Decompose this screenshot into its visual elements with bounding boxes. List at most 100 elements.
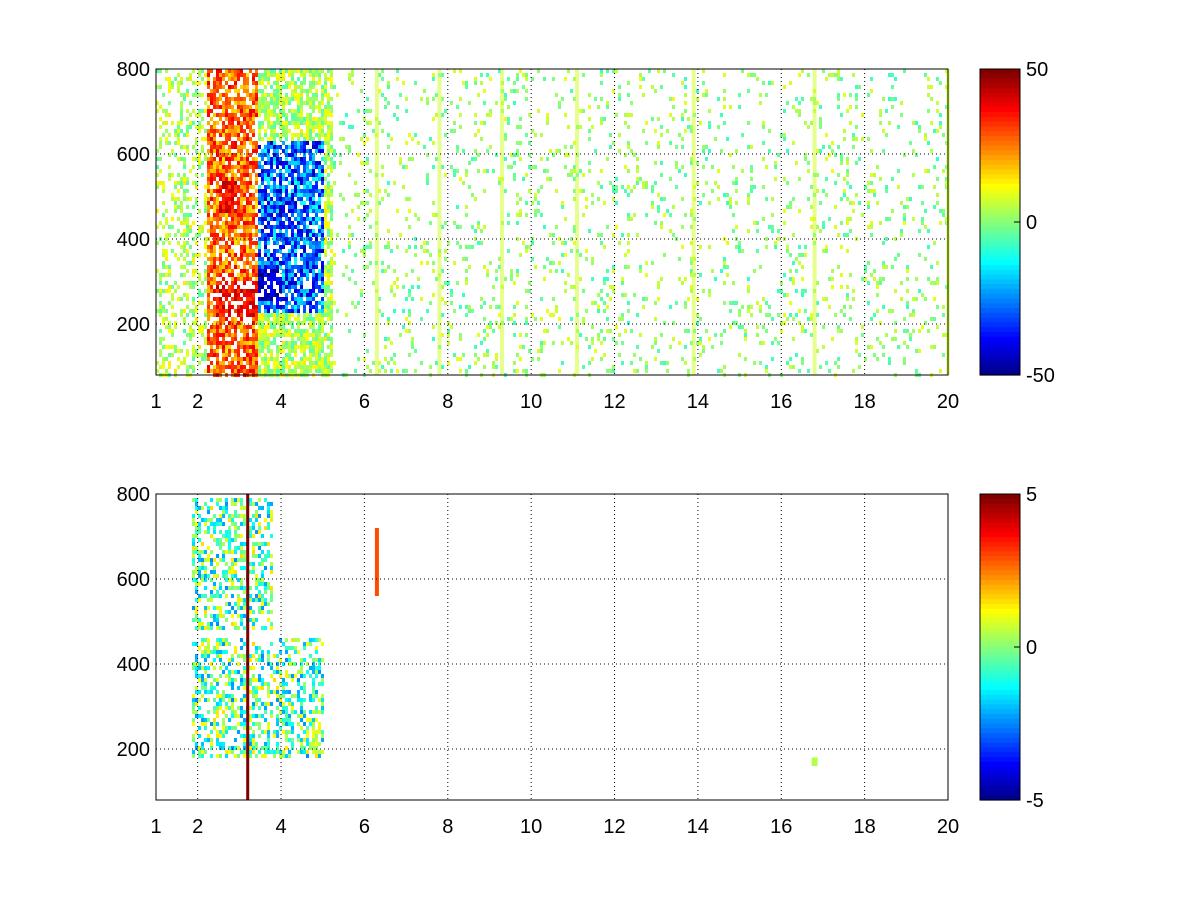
heatmap-cell <box>192 345 195 349</box>
heatmap-cell <box>492 285 495 289</box>
heatmap-cell <box>402 325 405 329</box>
heatmap-cell <box>243 249 246 253</box>
heatmap-cell <box>255 89 258 93</box>
heatmap-cell <box>195 598 198 602</box>
heatmap-cell <box>219 205 222 209</box>
heatmap-cell <box>891 177 894 181</box>
heatmap-cell <box>831 337 834 341</box>
heatmap-cell <box>222 277 225 281</box>
heatmap-cell <box>297 177 300 181</box>
heatmap-cell <box>309 201 312 205</box>
heatmap-cell <box>924 225 927 229</box>
heatmap-cell <box>600 73 603 77</box>
heatmap-cell <box>252 361 255 365</box>
heatmap-cell <box>237 125 240 129</box>
heatmap-cell <box>237 177 240 181</box>
heatmap-cell <box>303 153 306 157</box>
heatmap-cell <box>450 293 453 297</box>
heatmap-cell <box>201 638 204 642</box>
heatmap-cell <box>207 97 210 101</box>
heatmap-cell <box>252 225 255 229</box>
heatmap-cell <box>753 73 756 77</box>
heatmap-cell <box>210 217 213 221</box>
heatmap-cell <box>366 213 369 217</box>
heatmap-cell <box>252 269 255 273</box>
heatmap-cell <box>936 261 939 265</box>
heatmap-cell <box>735 177 738 181</box>
heatmap-cell <box>180 105 183 109</box>
heatmap-cell <box>309 229 312 233</box>
heatmap-cell <box>234 261 237 265</box>
heatmap-cell <box>285 265 288 269</box>
heatmap-cell <box>162 181 165 185</box>
heatmap-cell <box>228 121 231 125</box>
heatmap-cell <box>279 325 282 329</box>
heatmap-cell <box>249 293 252 297</box>
heatmap-cell <box>744 329 747 333</box>
heatmap-cell <box>303 241 306 245</box>
heatmap-cell <box>234 181 237 185</box>
colorbar-swatch <box>980 265 1020 271</box>
heatmap-cell <box>477 225 480 229</box>
heatmap-cell <box>195 658 198 662</box>
heatmap-cell <box>660 197 663 201</box>
heatmap-cell <box>303 181 306 185</box>
heatmap-cell <box>384 369 387 373</box>
heatmap-cell <box>702 145 705 149</box>
heatmap-cell <box>264 109 267 113</box>
heatmap-cell <box>306 125 309 129</box>
heatmap-cell <box>297 297 300 301</box>
heatmap-cell <box>222 185 225 189</box>
colorbar-swatch <box>980 370 1020 376</box>
heatmap-cell <box>228 101 231 105</box>
heatmap-cell <box>213 177 216 181</box>
heatmap-cell <box>597 293 600 297</box>
heatmap-cell <box>291 193 294 197</box>
heatmap-cell <box>219 269 222 273</box>
heatmap-cell <box>243 277 246 281</box>
heatmap-cell <box>228 225 231 229</box>
heatmap-cell <box>291 349 294 353</box>
heatmap-cell <box>258 277 261 281</box>
heatmap-cell <box>288 301 291 305</box>
heatmap-cell <box>225 365 228 369</box>
heatmap-cell <box>234 337 237 341</box>
heatmap-cell <box>459 305 462 309</box>
heatmap-cell <box>171 249 174 253</box>
heatmap-cell <box>198 253 201 257</box>
heatmap-cell <box>216 353 219 357</box>
heatmap-cell <box>378 297 381 301</box>
heatmap-cell <box>267 185 270 189</box>
heatmap-cell <box>255 277 258 281</box>
heatmap-cell <box>561 241 564 245</box>
heatmap-cell <box>162 305 165 309</box>
heatmap-cell <box>330 113 333 117</box>
heatmap-cell <box>411 345 414 349</box>
heatmap-cell <box>312 145 315 149</box>
heatmap-cell <box>234 325 237 329</box>
heatmap-cell <box>255 357 258 361</box>
heatmap-cell <box>198 746 201 750</box>
heatmap-cell <box>156 225 159 229</box>
heatmap-cell <box>204 726 207 730</box>
heatmap-cell <box>168 101 171 105</box>
heatmap-cell <box>324 77 327 81</box>
heatmap-cell <box>612 197 615 201</box>
heatmap-cell <box>564 77 567 81</box>
heatmap-cell <box>309 241 312 245</box>
heatmap-cell <box>906 329 909 333</box>
heatmap-cell <box>843 193 846 197</box>
heatmap-cell <box>186 217 189 221</box>
heatmap-cell <box>198 229 201 233</box>
heatmap-cell <box>315 329 318 333</box>
heatmap-cell <box>300 149 303 153</box>
heatmap-cell <box>348 149 351 153</box>
heatmap-cell <box>921 293 924 297</box>
heatmap-cell <box>276 257 279 261</box>
heatmap-cell <box>243 281 246 285</box>
heatmap-cell <box>213 237 216 241</box>
heatmap-cell <box>723 301 726 305</box>
heatmap-cell <box>159 313 162 317</box>
heatmap-cell <box>870 181 873 185</box>
heatmap-cell <box>174 197 177 201</box>
